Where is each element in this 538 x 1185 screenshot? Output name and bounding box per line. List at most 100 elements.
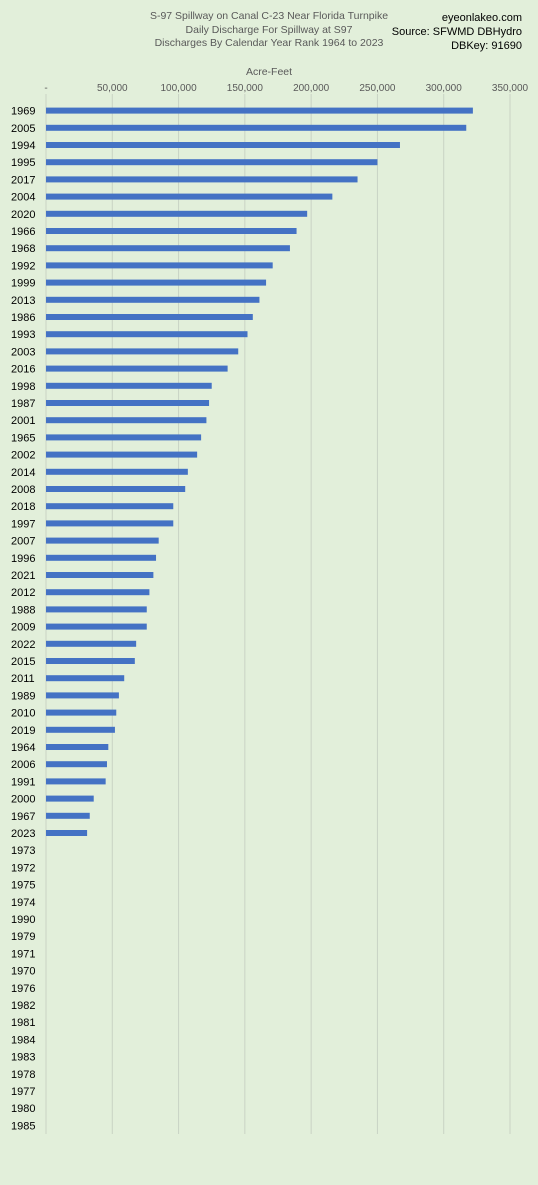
category-label: 2021: [11, 570, 35, 582]
category-label: 2004: [11, 192, 35, 204]
category-label: 1971: [11, 948, 35, 960]
bar: [46, 675, 125, 682]
bar: [46, 589, 150, 596]
bar: [46, 709, 117, 716]
site-label: eyeonlakeo.com: [441, 12, 522, 24]
bar: [46, 279, 267, 286]
x-tick-label: 200,000: [293, 83, 330, 94]
bar: [46, 520, 174, 527]
category-label: 1998: [11, 381, 35, 393]
bar: [46, 210, 308, 217]
x-tick-label: 350,000: [492, 83, 529, 94]
bar: [46, 658, 135, 664]
category-label: 2009: [11, 622, 35, 634]
bar: [46, 744, 109, 750]
category-label: 2014: [11, 467, 35, 479]
bar: [46, 193, 333, 200]
category-label: 1967: [11, 811, 35, 823]
bar: [46, 400, 210, 406]
chart-title-block: S-97 Spillway on Canal C-23 Near Florida…: [0, 10, 538, 51]
category-label: 1966: [11, 226, 35, 238]
category-label: 1992: [11, 260, 35, 272]
bar: [46, 245, 290, 252]
bar: [46, 142, 400, 148]
bar: [46, 314, 253, 320]
category-label: 2001: [11, 415, 35, 427]
category-label: 1987: [11, 398, 35, 410]
bar: [46, 572, 154, 578]
category-label: 1985: [11, 1120, 35, 1132]
category-label: 2022: [11, 639, 35, 651]
category-label: 1990: [11, 914, 35, 926]
category-label: 1974: [11, 897, 35, 909]
category-label: 1981: [11, 1017, 35, 1029]
bar: [46, 331, 248, 338]
bar: [46, 262, 273, 269]
x-tick-label: 100,000: [160, 83, 197, 94]
x-tick-label: 150,000: [227, 83, 264, 94]
x-axis-title: Acre-Feet: [245, 66, 293, 78]
x-tick-label: 250,000: [359, 83, 396, 94]
source-label: Source: SFWMD DBHydro: [391, 26, 522, 38]
category-label: 1994: [11, 140, 35, 152]
bar: [46, 176, 358, 183]
category-label: 2018: [11, 501, 35, 513]
category-label: 1988: [11, 604, 35, 616]
category-label: 2000: [11, 794, 35, 806]
category-label: 1977: [11, 1086, 35, 1098]
bar: [46, 795, 94, 802]
bar: [46, 365, 228, 372]
bar: [46, 761, 107, 768]
bar: [46, 228, 297, 234]
chart-subtitle-2: Discharges By Calendar Year Rank 1964 to…: [154, 37, 384, 49]
bar: [46, 417, 207, 424]
category-label: 2008: [11, 484, 35, 496]
category-label: 2020: [11, 209, 35, 221]
bar: [46, 623, 147, 630]
category-label: 2019: [11, 725, 35, 737]
bar: [46, 296, 260, 303]
category-label: 1993: [11, 329, 35, 341]
bar: [46, 830, 88, 836]
bar: [46, 606, 147, 613]
category-label: 1979: [11, 931, 35, 943]
bar: [46, 159, 378, 166]
bar: [46, 640, 137, 647]
bar: [46, 451, 198, 458]
category-label: 1976: [11, 983, 35, 995]
category-label: 1978: [11, 1069, 35, 1081]
chart-subtitle: Daily Discharge For Spillway at S97: [185, 23, 353, 36]
category-label: 1983: [11, 1052, 35, 1064]
chart-title: S-97 Spillway on Canal C-23 Near Florida…: [149, 10, 389, 22]
bar: [46, 812, 90, 819]
bar: [46, 434, 202, 441]
category-label: 1973: [11, 845, 35, 857]
category-label: 2007: [11, 536, 35, 548]
category-label: 1989: [11, 690, 35, 702]
category-label: 2023: [11, 828, 35, 840]
bar: [46, 554, 157, 561]
category-label: 2013: [11, 295, 35, 307]
category-label: 2011: [11, 673, 35, 685]
bar: [46, 726, 115, 733]
category-label: 1968: [11, 243, 35, 255]
x-tick-label: 50,000: [97, 83, 128, 94]
bar: [46, 124, 467, 131]
bar: [46, 778, 106, 785]
bar: [46, 503, 174, 510]
category-label: 1965: [11, 432, 35, 444]
dbkey-label: DBKey: 91690: [451, 40, 522, 52]
category-label: 2017: [11, 174, 35, 186]
bar: [46, 348, 239, 355]
source-block: eyeonlakeo.com Source: SFWMD DBHydro DBK…: [392, 11, 522, 53]
x-tick-label: 300,000: [426, 83, 463, 94]
category-label: 1982: [11, 1000, 35, 1012]
category-label: 1984: [11, 1034, 35, 1046]
category-label: 1991: [11, 776, 35, 788]
category-label: 1997: [11, 518, 35, 530]
bar: [46, 382, 212, 389]
category-label: 1969: [11, 106, 35, 118]
category-label: 1995: [11, 157, 35, 169]
category-label: 2003: [11, 346, 35, 358]
